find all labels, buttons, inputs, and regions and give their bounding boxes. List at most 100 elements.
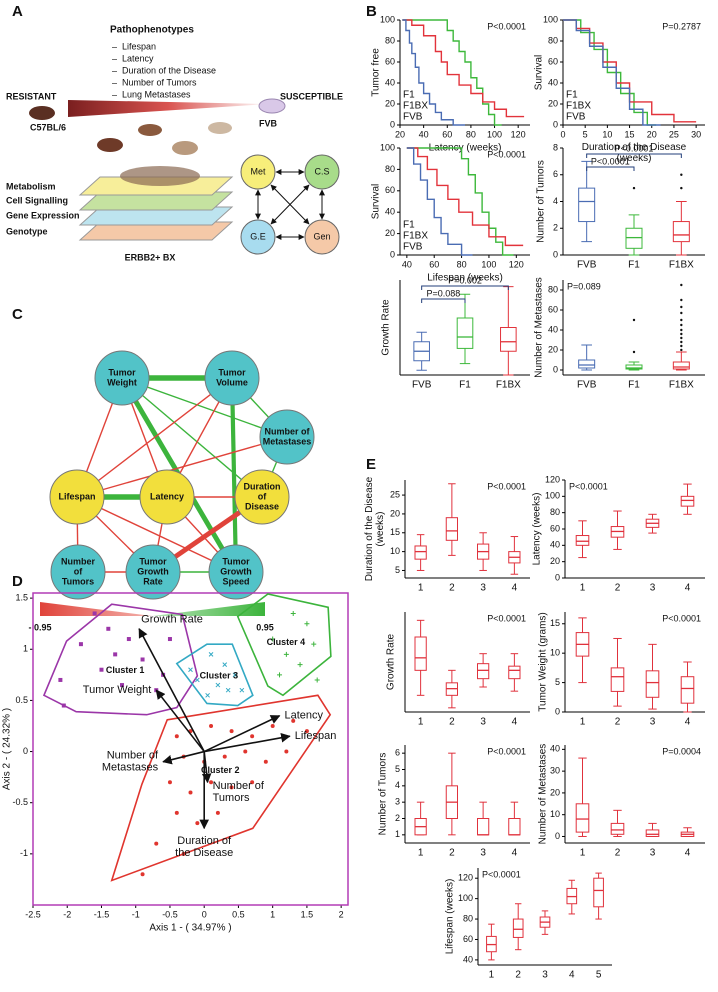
x-tick-label: 4: [512, 583, 518, 594]
layer-node: [240, 154, 276, 190]
y-tick-label: 80: [548, 284, 558, 294]
point: [205, 692, 210, 698]
point: [99, 667, 104, 672]
x-tick-label: 3: [650, 717, 656, 728]
y-tick-label: 2: [553, 223, 558, 233]
layer-label: Metabolism: [6, 181, 56, 191]
box: [512, 918, 524, 938]
outlier: [680, 311, 683, 315]
x-tick-label: 2: [515, 970, 521, 981]
y-tick-label: -1: [20, 848, 28, 858]
loading-vector: [204, 733, 291, 753]
point: [106, 626, 111, 631]
network-edge: [121, 377, 263, 498]
outlier: [680, 344, 683, 348]
y-tick-label: 100: [458, 893, 473, 903]
network-edge: [229, 377, 239, 573]
y-tick-label: 40: [463, 954, 473, 964]
vector-label: Number of: [213, 780, 265, 792]
point: [208, 652, 214, 657]
x-tick-label: 80: [466, 129, 476, 139]
point: [92, 611, 97, 616]
outlier: [680, 318, 683, 322]
survival-curve: [406, 147, 514, 256]
mouse: [172, 141, 198, 155]
outlier: [680, 298, 683, 302]
survival-curve: [406, 147, 473, 256]
p-value: P=0.089: [567, 281, 601, 291]
p-value: P<0.0001: [487, 746, 526, 756]
node-label: C.S: [314, 166, 329, 176]
phenotype: Number of Tumors: [122, 77, 197, 87]
point: [284, 749, 289, 754]
node-label: Weight: [107, 377, 137, 387]
arrow: [270, 184, 310, 225]
x-tick-label: -2.5: [25, 909, 41, 919]
y-tick-label: 120: [458, 873, 473, 883]
box: [625, 227, 643, 249]
x-tick-label: 2: [449, 583, 455, 594]
box: [445, 517, 458, 541]
node-label: Metastases: [263, 436, 312, 446]
point: [215, 682, 221, 688]
x-tick-label: F1BX: [496, 380, 521, 391]
x-tick-label: 25: [669, 129, 679, 139]
y-tick-label: 20: [548, 98, 558, 108]
cluster-hull: [110, 694, 332, 882]
y-tick-label: 1: [23, 644, 28, 654]
y-tick-label: 15: [550, 618, 560, 628]
point: [229, 785, 234, 790]
y-tick-label: 60: [385, 56, 395, 66]
y-tick-label: 60: [548, 304, 558, 314]
x-axis-label: (weeks): [616, 153, 651, 164]
x-tick-label: 120: [511, 129, 526, 139]
panel-label: D: [12, 573, 23, 590]
y-axis-label: Duration of the Disease: [364, 476, 375, 581]
box: [500, 327, 517, 352]
x-tick-label: -2: [63, 909, 71, 919]
y-tick-label: 4: [553, 196, 558, 206]
mouse: [29, 106, 55, 120]
box: [508, 818, 521, 836]
node-label: Number: [61, 556, 96, 566]
network-node: [94, 350, 150, 406]
y-axis-label: Growth Rate: [386, 633, 397, 690]
y-tick-label: 60: [463, 934, 473, 944]
p-value: P<0.0001: [569, 481, 608, 491]
node-label: Latency: [150, 491, 184, 501]
point: [140, 657, 145, 662]
box: [578, 359, 596, 369]
box: [477, 818, 490, 836]
vector-label: Tumors: [213, 792, 250, 804]
y-tick-label: 6: [395, 748, 400, 758]
survival-curve: [563, 19, 657, 126]
node-label: Speed: [222, 576, 249, 586]
legend-entry: F1BX: [403, 101, 428, 112]
y-tick-label: 4: [395, 780, 400, 790]
layer-label: Gene Expression: [6, 210, 80, 220]
loading-vector: [162, 750, 205, 765]
mouse: [258, 98, 286, 114]
node-label: Duration: [244, 481, 281, 491]
layer-node: [240, 219, 276, 255]
y-tick-label: 8: [553, 142, 558, 152]
x-tick-label: 3: [480, 848, 486, 859]
network-edge: [76, 436, 288, 498]
node-label: Tumors: [62, 576, 94, 586]
x-tick-label: -0.5: [162, 909, 178, 919]
loading-vector: [138, 627, 205, 752]
scale-label: - 0.95: [28, 622, 51, 632]
y-tick-label: 20: [385, 98, 395, 108]
y-tick-label: 10: [550, 648, 560, 658]
layer-node: [304, 154, 340, 190]
y-tick-label: 60: [385, 185, 395, 195]
point: [126, 637, 131, 642]
node-label: of: [258, 491, 267, 501]
plot-frame: [32, 592, 349, 906]
y-tick-label: 80: [550, 507, 560, 517]
x-tick-label: 10: [602, 129, 612, 139]
y-tick-label: 25: [390, 489, 400, 499]
vector-label: Metastases: [102, 762, 159, 774]
p-value: P<0.0001: [487, 21, 526, 31]
x-tick-label: 2: [449, 848, 455, 859]
